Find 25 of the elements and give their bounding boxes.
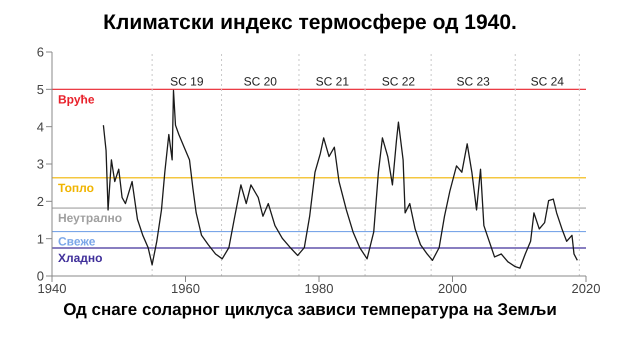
y-tick-label: 4 xyxy=(36,119,44,134)
y-tick-label: 1 xyxy=(36,231,44,246)
ref-line-label: Хладно xyxy=(58,251,102,265)
x-axis-title: Од снаге соларног циклуса зависи температура на Земљи xyxy=(62,300,558,320)
y-tick-label: 0 xyxy=(36,268,44,284)
annotation: SC 21 xyxy=(316,74,350,88)
annotation: SC 20 xyxy=(244,74,278,88)
y-tick-label: 3 xyxy=(36,156,44,172)
x-tick-label: 2000 xyxy=(438,281,467,296)
ref-line-label: Топло xyxy=(58,180,94,195)
y-tick-label: 2 xyxy=(36,194,44,209)
ref-line-label: Вруће xyxy=(58,92,95,106)
x-tick-label: 1960 xyxy=(171,281,200,296)
chart-title: Климатски индекс термосфере од 1940. xyxy=(102,10,518,36)
ref-line-label: Неутрално xyxy=(58,211,122,226)
x-tick-label: 1980 xyxy=(304,281,334,296)
annotation: SC 22 xyxy=(382,74,416,88)
x-tick-label: 2020 xyxy=(572,281,600,296)
annotation: SC 24 xyxy=(530,74,564,88)
y-tick-label: 6 xyxy=(36,44,44,60)
y-tick-label: 5 xyxy=(36,82,44,97)
x-tick-label: 1940 xyxy=(38,281,66,296)
annotation: SC 19 xyxy=(170,74,204,88)
annotation: SC 23 xyxy=(456,74,490,88)
ref-line-label: Свеже xyxy=(58,234,96,249)
